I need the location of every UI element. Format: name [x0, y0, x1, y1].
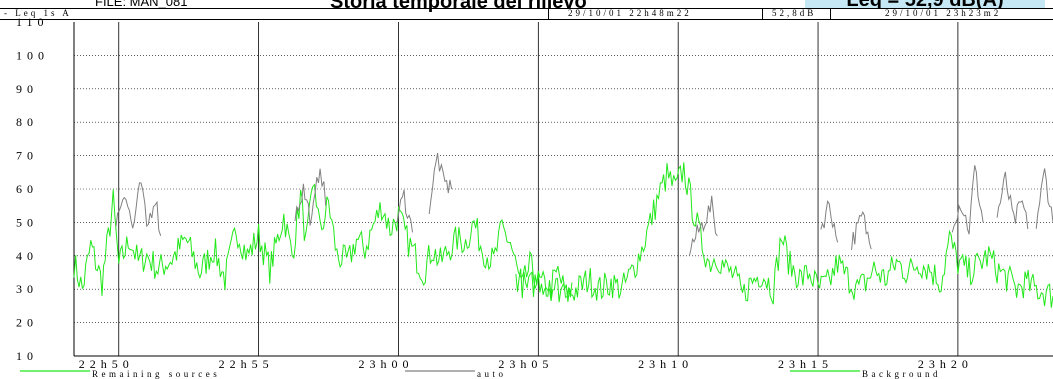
x-tick-label: 22h55 [219, 357, 274, 371]
series-auto-segment [996, 171, 1029, 230]
strip-divider [830, 8, 831, 19]
x-tick-label: 23h10 [638, 357, 693, 371]
legend-label: auto [477, 369, 507, 379]
header: FILE: MAN_081 Storia temporale del rilie… [0, 0, 1053, 18]
y-tick-label: 60 [16, 182, 38, 196]
x-tick-label: 22h50 [79, 357, 134, 371]
y-tick-label: 70 [16, 149, 38, 163]
series-auto-segment [1035, 168, 1053, 229]
legend-label: Remaining sources [92, 369, 220, 379]
series-auto-segment [951, 165, 984, 235]
legend: Remaining sources auto Background [20, 369, 941, 379]
x-tick-label: 23h00 [358, 357, 413, 371]
plot-area [73, 152, 1053, 308]
start-time: 29/10/01 22h48m22 [568, 8, 692, 18]
y-tick-label: 10 [16, 349, 38, 363]
strip-divider [548, 8, 549, 19]
chart-grid [73, 22, 1053, 357]
y-tick-label: 20 [16, 316, 38, 330]
y-tick-label: 110 [16, 15, 49, 29]
x-tick-label: 23h20 [918, 357, 973, 371]
series-auto-segment [115, 182, 162, 236]
y-axis: 110 100 90 80 70 60 50 40 30 20 10 [16, 15, 49, 363]
strip-divider [762, 8, 763, 19]
x-axis: 22h50 22h55 23h00 23h05 23h10 23h15 23h20 [79, 357, 973, 371]
series-auto-segment [851, 210, 872, 250]
y-tick-label: 50 [16, 215, 38, 229]
end-time: 29/10/01 23h23m2 [885, 8, 1002, 18]
x-tick-label: 23h05 [498, 357, 553, 371]
y-tick-label: 90 [16, 82, 38, 96]
x-tick-label: 23h15 [778, 357, 833, 371]
leq-value: 52,8dB [772, 8, 817, 18]
series-auto-segment [820, 199, 839, 243]
series-auto-segment [428, 152, 453, 215]
series-auto-segment [688, 195, 718, 257]
info-strip: - Leq 1s A 29/10/01 22h48m22 52,8dB 29/1… [0, 8, 1053, 20]
series-auto-segment [294, 168, 327, 226]
y-tick-label: 30 [16, 282, 38, 296]
legend-label: Background [862, 369, 941, 379]
y-tick-label: 40 [16, 249, 38, 263]
y-tick-label: 100 [16, 48, 49, 62]
series-remaining-sources [73, 162, 1053, 308]
chart-title: Storia temporale del rilievo [330, 0, 587, 13]
y-tick-label: 80 [16, 115, 38, 129]
leq-badge: Leq = 52,9 dB(A) [805, 0, 1045, 9]
series-auto-segment [395, 189, 413, 233]
series-background [515, 268, 573, 303]
file-label: FILE: MAN_081 [95, 0, 188, 9]
measure-label: - Leq 1s A [4, 8, 72, 18]
